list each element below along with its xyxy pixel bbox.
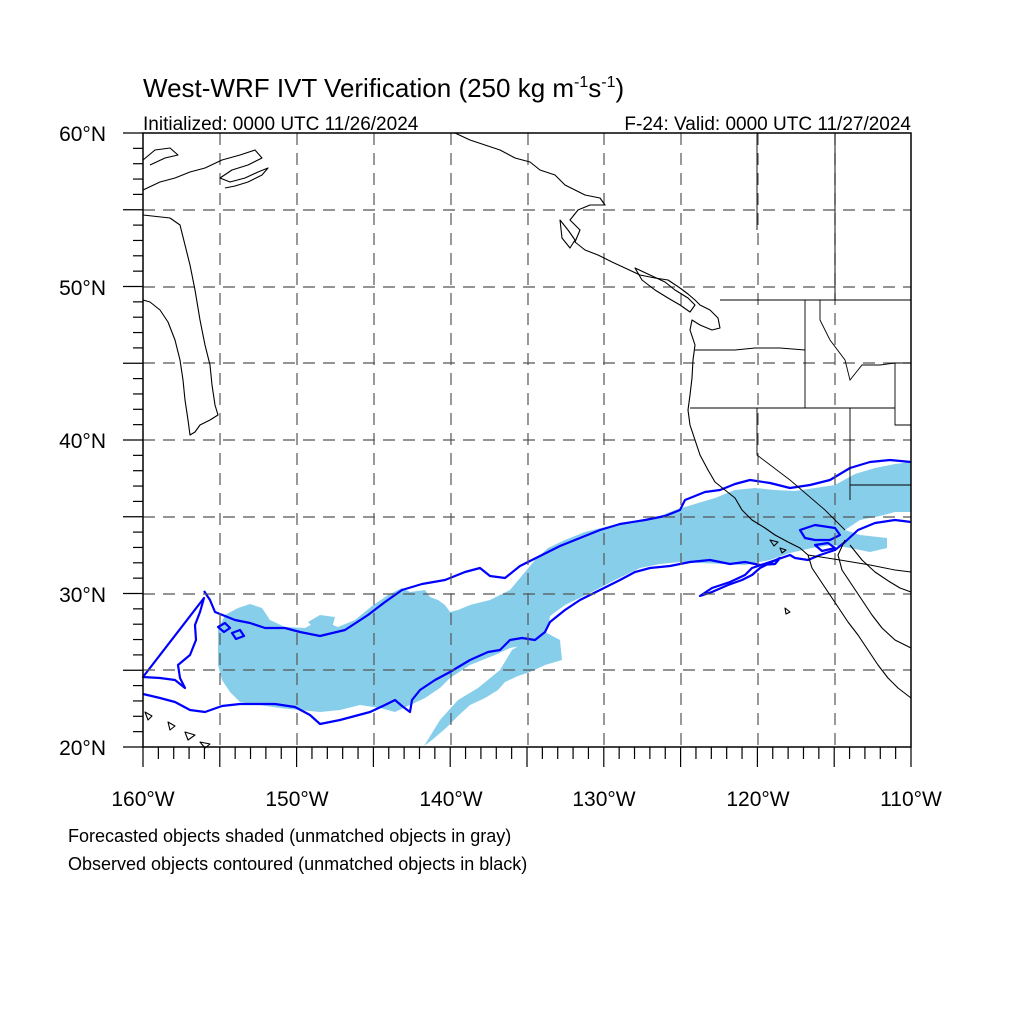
- forecast-legend-note: Forecasted objects shaded (unmatched obj…: [68, 826, 511, 846]
- us-mexico-border: [807, 554, 912, 573]
- observed-contour-small-b: [230, 628, 246, 641]
- lon-label-130w: 130°W: [572, 788, 635, 811]
- gridlines: [143, 133, 911, 747]
- forecast-object-main: [218, 462, 911, 712]
- valid-label: F-24: Valid: 0000 UTC 11/27/2024: [624, 114, 911, 135]
- alaska-panhandle-coast: [454, 132, 809, 556]
- lon-label-140w: 140°W: [419, 788, 482, 811]
- map-panel: [123, 132, 912, 767]
- channel-islands: [769, 539, 791, 615]
- queen-charlotte-islands: [559, 219, 576, 249]
- observed-objects: [141, 458, 912, 726]
- lat-label-20: 20°N: [59, 737, 106, 760]
- forecast-object-islet: [308, 615, 335, 632]
- mainland-mexico-coast: [849, 544, 912, 593]
- observed-contour-inner: [813, 541, 837, 553]
- alaska-coast: [142, 147, 269, 191]
- observed-contour-main: [141, 458, 912, 726]
- lat-label-30: 30°N: [59, 584, 106, 607]
- vancouver-island: [634, 267, 696, 313]
- initialized-label: Initialized: 0000 UTC 11/26/2024: [143, 114, 419, 135]
- axis-ticks: [123, 132, 912, 767]
- lon-label-160w: 160°W: [111, 788, 174, 811]
- lon-label-150w: 150°W: [265, 788, 328, 811]
- observed-legend-note: Observed objects contoured (unmatched ob…: [68, 854, 527, 874]
- longitude-labels: 160°W 150°W 140°W 130°W 120°W 110°W: [111, 788, 942, 811]
- lon-label-120w: 120°W: [726, 788, 789, 811]
- hawaii-islets: [144, 711, 211, 749]
- lat-label-40: 40°N: [59, 430, 106, 453]
- latitude-labels: 60°N 50°N 40°N 30°N 20°N: [59, 123, 106, 760]
- lat-label-50: 50°N: [59, 277, 106, 300]
- coastlines: [142, 132, 912, 749]
- figure-title: West-WRF IVT Verification (250 kg m-1s-1…: [143, 73, 624, 103]
- observed-contour-small-a: [216, 621, 232, 634]
- lat-label-60: 60°N: [59, 123, 106, 146]
- lon-label-110w: 110°W: [880, 788, 942, 811]
- hawaii-main: [142, 214, 219, 436]
